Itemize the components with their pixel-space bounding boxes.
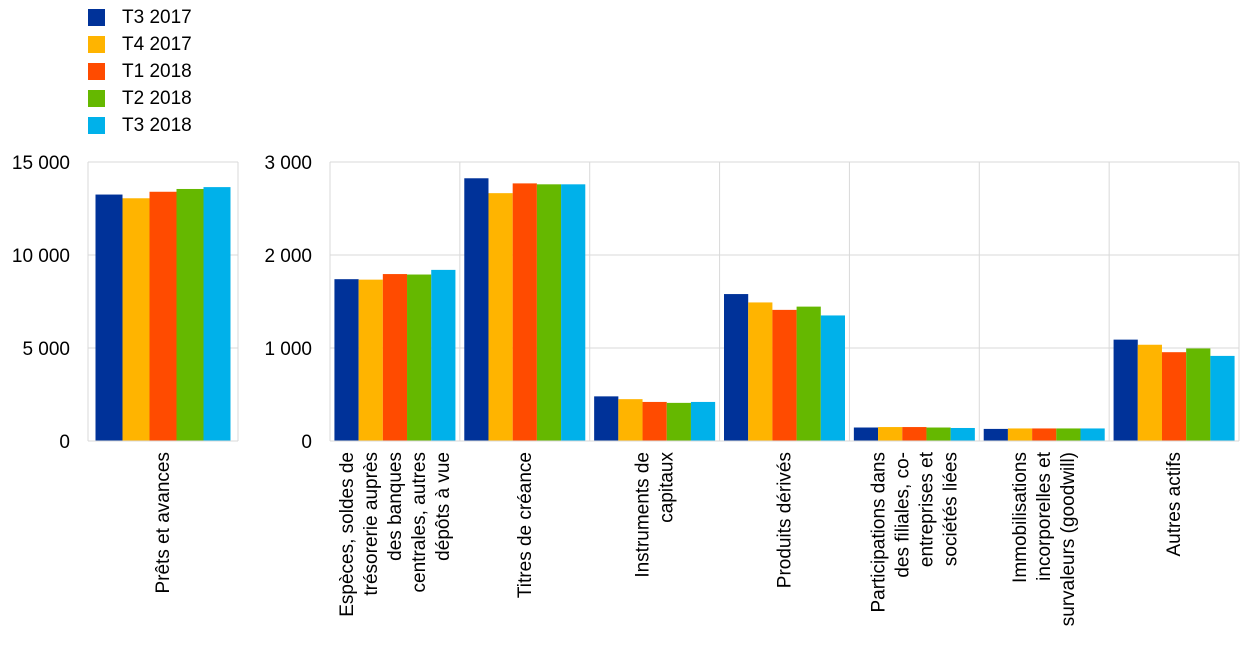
legend-item-t1-2018: T1 2018 <box>88 58 192 85</box>
bar-t4-2017-immobilisations-incorpor <box>1007 428 1033 441</box>
bar-t1-2018-prets-et-avances <box>149 191 177 441</box>
legend-label: T3 2017 <box>122 6 192 28</box>
bar-t1-2018-instruments-de-capitaux <box>642 401 667 441</box>
x-category-label-line: trésorerie auprès <box>361 452 382 596</box>
x-category-label-line: Instruments de <box>633 452 654 578</box>
x-category-label: Espèces, soldes de trésorerie auprès des b… <box>337 452 454 617</box>
legend-label: T1 2018 <box>122 60 192 82</box>
bar-t3-2018-instruments-de-capitaux <box>690 401 716 441</box>
x-category-label-line: des banques <box>385 452 406 561</box>
x-category-label: Instruments de capitaux <box>633 452 678 578</box>
legend-swatch <box>88 9 105 26</box>
bar-t3-2018-participations-dans-des- <box>950 427 975 441</box>
y-tick-label: 1 000 <box>264 339 312 360</box>
legend-label: T3 2018 <box>122 114 192 136</box>
bar-t3-2017-produits-derives <box>724 294 749 441</box>
bar-t1-2018-titres-de-creance <box>512 183 537 441</box>
x-category-label-line: centrales, autres <box>409 452 430 592</box>
chart-panel-2: 0 1 000 2 000 3 000 Espèces, soldes de trésor… <box>264 153 1240 626</box>
bar-t3-2018-immobilisations-incorpor <box>1080 428 1105 441</box>
y-tick-label: 10 000 <box>12 246 70 267</box>
bar-t4-2017-produits-derives <box>748 302 773 441</box>
legend-item-t2-2018: T2 2018 <box>88 85 192 112</box>
x-category-label-line: dépôts à vue <box>433 452 454 561</box>
x-category-label-line: des filiales, co- <box>892 452 913 578</box>
bar-t3-2018-titres-de-creance <box>561 184 586 441</box>
legend-swatch <box>88 90 105 107</box>
legend-swatch <box>88 63 105 80</box>
bar-t4-2017-participations-dans-des- <box>878 427 903 441</box>
legend-item-t3-2017: T3 2017 <box>88 4 192 31</box>
bar-t3-2018-especes-soldes-de-tresor <box>431 269 456 441</box>
bar-t3-2018-produits-derives <box>820 315 845 441</box>
bar-t4-2017-prets-et-avances <box>122 198 150 441</box>
x-category-label-line: incorporelles et <box>1034 451 1055 581</box>
legend-swatch <box>88 117 105 134</box>
bar-t2-2018-immobilisations-incorpor <box>1056 428 1081 441</box>
bar-t2-2018-produits-derives <box>796 306 821 441</box>
legend-label: T4 2017 <box>122 33 192 55</box>
chart-panel-1: 0 5 000 10 000 15 000 Prêts et avances <box>12 153 239 594</box>
legend-label: T2 2018 <box>122 87 192 109</box>
bar-t3-2017-immobilisations-incorpor <box>983 428 1008 441</box>
bar-t2-2018-participations-dans-des- <box>926 427 951 441</box>
bar-t1-2018-participations-dans-des- <box>902 427 927 441</box>
x-category-label-line: Autres actifs <box>1164 452 1185 557</box>
x-category-label-line: capitaux <box>657 452 678 523</box>
bar-t1-2018-autres-actifs <box>1161 352 1187 441</box>
y-tick-label: 0 <box>59 432 70 453</box>
bar-t4-2017-titres-de-creance <box>488 193 513 441</box>
x-category-label: Produits dérivés <box>775 452 796 588</box>
x-category-label: Autres actifs <box>1164 452 1185 557</box>
bar-t1-2018-immobilisations-incorpor <box>1032 428 1057 441</box>
bar-t2-2018-prets-et-avances <box>176 188 204 441</box>
bar-t2-2018-titres-de-creance <box>536 184 562 441</box>
bar-t2-2018-autres-actifs <box>1186 348 1211 441</box>
x-category-label: Participations dans des filiales, co-entr… <box>868 451 961 612</box>
x-category-label-line: Prêts et avances <box>153 452 174 594</box>
bar-t2-2018-instruments-de-capitaux <box>666 402 691 441</box>
legend-item-t3-2018: T3 2018 <box>88 112 192 139</box>
x-category-label-line: Produits dérivés <box>775 452 796 588</box>
x-category-label-line: Espèces, soldes de <box>337 452 358 617</box>
bar-t3-2018-autres-actifs <box>1210 355 1235 441</box>
bar-t3-2017-titres-de-creance <box>464 178 489 441</box>
x-category-label-line: survaleurs (goodwill) <box>1058 452 1079 626</box>
x-category-label-line: Titres de créance <box>515 452 536 598</box>
bar-t3-2018-prets-et-avances <box>203 187 231 441</box>
legend-item-t4-2017: T4 2017 <box>88 31 192 58</box>
y-tick-label: 2 000 <box>264 246 312 267</box>
bar-t4-2017-instruments-de-capitaux <box>618 399 643 441</box>
y-tick-label: 3 000 <box>264 153 312 174</box>
x-category-label-line: sociétés liées <box>940 452 961 566</box>
x-category-label: Immobilisations incorporelles et survaleur… <box>1010 451 1079 626</box>
legend-swatch <box>88 36 105 53</box>
y-tick-label: 5 000 <box>22 339 70 360</box>
bar-t3-2017-instruments-de-capitaux <box>594 396 619 441</box>
bar-t3-2017-especes-soldes-de-tresor <box>334 279 359 441</box>
y-tick-label: 0 <box>301 432 312 453</box>
bar-t1-2018-especes-soldes-de-tresor <box>382 274 408 441</box>
x-category-label: Titres de créance <box>515 452 536 598</box>
y-tick-label: 15 000 <box>12 153 70 174</box>
bar-t3-2017-autres-actifs <box>1113 339 1138 441</box>
x-category-label-line: Participations dans <box>868 452 889 613</box>
bar-t4-2017-autres-actifs <box>1137 344 1162 441</box>
bar-t2-2018-especes-soldes-de-tresor <box>407 274 432 441</box>
bar-t4-2017-especes-soldes-de-tresor <box>358 279 383 441</box>
chart-legend: T3 2017 T4 2017 T1 2018 T2 2018 T3 2018 <box>88 4 192 139</box>
bar-t1-2018-produits-derives <box>772 309 797 441</box>
x-category-label: Prêts et avances <box>153 452 174 594</box>
bar-t3-2017-prets-et-avances <box>95 194 123 441</box>
bar-t3-2017-participations-dans-des- <box>853 427 879 441</box>
x-category-label-line: entreprises et <box>916 451 937 567</box>
x-category-label-line: Immobilisations <box>1010 452 1031 583</box>
